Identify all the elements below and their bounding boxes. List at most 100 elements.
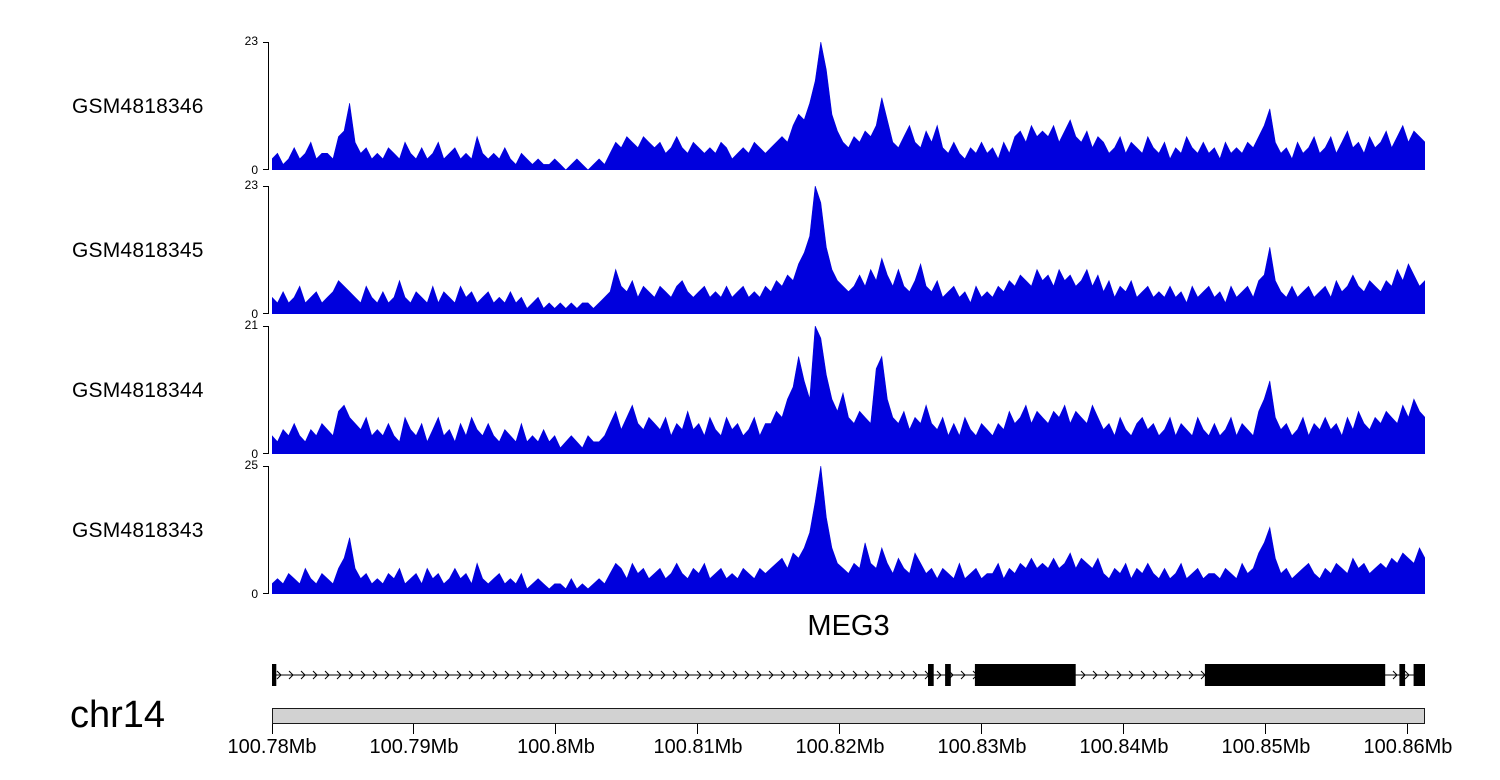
strand-arrow-right-icon [1140, 670, 1146, 680]
y-axis-tick-top [263, 186, 268, 187]
strand-arrow-right-icon [660, 670, 666, 680]
strand-arrow-right-icon [1104, 670, 1110, 680]
strand-arrow-right-icon [372, 670, 378, 680]
y-axis-tick-bottom [263, 169, 268, 170]
strand-arrow-right-icon [912, 670, 918, 680]
strand-arrow-right-icon [336, 670, 342, 680]
axis-tick [697, 724, 699, 734]
exon-block [272, 664, 277, 686]
exon-block [1204, 664, 1386, 686]
axis-tick-label: 100.83Mb [937, 736, 1027, 758]
strand-arrow-right-icon [1080, 670, 1086, 680]
track-label: GSM4818345 [72, 239, 204, 262]
strand-arrow-right-icon [816, 670, 822, 680]
y-axis-line [268, 466, 269, 594]
strand-arrow-right-icon [552, 670, 558, 680]
track-label: GSM4818346 [72, 95, 204, 118]
strand-arrow-right-icon [456, 670, 462, 680]
coverage-area [272, 466, 1425, 594]
strand-arrow-right-icon [1128, 670, 1134, 680]
strand-arrow-right-icon [384, 670, 390, 680]
strand-arrow-right-icon [1116, 670, 1122, 680]
strand-arrow-right-icon [480, 670, 486, 680]
y-axis-tick-top [263, 466, 268, 467]
strand-arrow-right-icon [492, 670, 498, 680]
y-axis-min-label: 0 [251, 447, 258, 461]
y-axis-tick-top [263, 42, 268, 43]
strand-arrow-right-icon [852, 670, 858, 680]
strand-arrow-right-icon [576, 670, 582, 680]
strand-arrow-right-icon [420, 670, 426, 680]
axis-tick-label: 100.84Mb [1079, 736, 1169, 758]
strand-arrow-right-icon [348, 670, 354, 680]
coverage-track-gsm4818345: GSM4818345 23 0 [0, 178, 1500, 321]
strand-arrow-right-icon [444, 670, 450, 680]
coverage-plot [272, 466, 1425, 594]
axis-tick-label: 100.79Mb [369, 736, 459, 758]
y-axis-min-label: 0 [251, 163, 258, 177]
strand-arrow-right-icon [276, 670, 282, 680]
coverage-track-gsm4818344: GSM4818344 21 0 [0, 318, 1500, 461]
strand-arrow-right-icon [804, 670, 810, 680]
strand-arrow-right-icon [408, 670, 414, 680]
y-axis-min-label: 0 [251, 307, 258, 321]
strand-arrow-right-icon [1404, 670, 1410, 680]
axis-tick-label: 100.85Mb [1221, 736, 1311, 758]
strand-arrow-right-icon [768, 670, 774, 680]
y-axis-max-label: 23 [244, 178, 258, 192]
strand-arrow-right-icon [936, 670, 942, 680]
y-axis-max-label: 25 [244, 458, 258, 472]
exon-block [1399, 664, 1406, 686]
axis-tick [271, 724, 273, 734]
strand-arrow-right-icon [540, 670, 546, 680]
axis-tick [839, 724, 841, 734]
track-label: GSM4818344 [72, 379, 204, 402]
y-axis-min-label: 0 [251, 587, 258, 601]
strand-arrow-right-icon [840, 670, 846, 680]
y-axis-max-label: 23 [244, 34, 258, 48]
strand-arrow-right-icon [780, 670, 786, 680]
y-axis-tick-bottom [263, 593, 268, 594]
track-label: GSM4818343 [72, 519, 204, 542]
strand-arrow-right-icon [564, 670, 570, 680]
strand-arrow-right-icon [1092, 670, 1098, 680]
strand-arrow-right-icon [396, 670, 402, 680]
coverage-plot [272, 42, 1425, 170]
strand-arrow-right-icon [732, 670, 738, 680]
strand-arrow-right-icon [1188, 670, 1194, 680]
strand-arrow-right-icon [600, 670, 606, 680]
coverage-track-gsm4818343: GSM4818343 25 0 [0, 458, 1500, 601]
strand-arrow-right-icon [900, 670, 906, 680]
strand-arrow-right-icon [708, 670, 714, 680]
exon-block [945, 664, 951, 686]
y-axis-max-label: 21 [244, 318, 258, 332]
exon-block [928, 664, 934, 686]
axis-tick [413, 724, 415, 734]
axis-tick [1123, 724, 1125, 734]
strand-arrow-right-icon [792, 670, 798, 680]
y-axis-line [268, 186, 269, 314]
strand-arrow-right-icon [300, 670, 306, 680]
coverage-area [272, 326, 1425, 454]
strand-arrow-right-icon [864, 670, 870, 680]
strand-arrow-right-icon [744, 670, 750, 680]
strand-arrow-right-icon [288, 670, 294, 680]
y-axis-line [268, 326, 269, 454]
y-axis-tick-top [263, 326, 268, 327]
strand-arrow-right-icon [324, 670, 330, 680]
y-axis-tick-bottom [263, 313, 268, 314]
coverage-area [272, 42, 1425, 170]
axis-tick [555, 724, 557, 734]
exon-block [974, 664, 1076, 686]
coverage-track-gsm4818346: GSM4818346 23 0 [0, 34, 1500, 177]
axis-tick [1265, 724, 1267, 734]
axis-tick-label: 100.82Mb [795, 736, 885, 758]
axis-tick-label: 100.78Mb [227, 736, 317, 758]
strand-arrow-right-icon [624, 670, 630, 680]
axis-tick-label: 100.8Mb [517, 736, 595, 758]
strand-arrow-right-icon [828, 670, 834, 680]
axis-tick [981, 724, 983, 734]
strand-arrow-right-icon [960, 670, 966, 680]
strand-arrow-right-icon [1164, 670, 1170, 680]
